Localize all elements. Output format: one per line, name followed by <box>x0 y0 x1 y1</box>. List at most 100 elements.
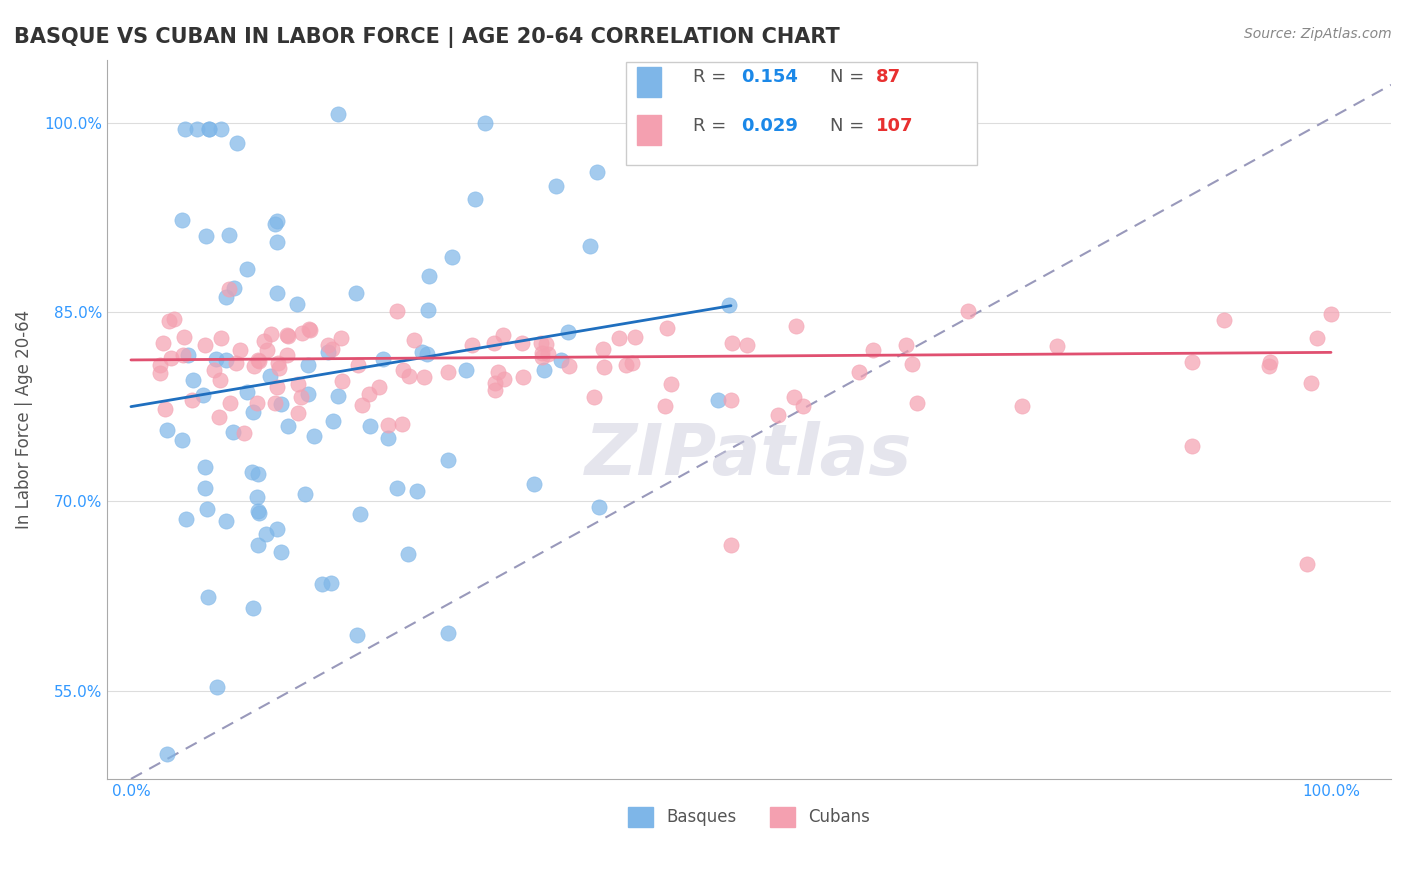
Point <box>204 351 226 366</box>
Point <box>172 348 194 362</box>
Point <box>848 365 870 379</box>
Text: 0.154: 0.154 <box>741 68 797 86</box>
Legend: Basques, Cubans: Basques, Cubans <box>620 798 879 835</box>
Text: BASQUE VS CUBAN IN LABOR FORCE | AGE 20-64 CORRELATION CHART: BASQUE VS CUBAN IN LABOR FORCE | AGE 20-… <box>14 27 839 48</box>
Point <box>1320 307 1343 321</box>
Point <box>267 356 290 370</box>
Text: ZIPatlas: ZIPatlas <box>585 421 912 490</box>
Point <box>579 239 602 253</box>
Point <box>329 331 352 345</box>
Point <box>350 398 373 412</box>
Point <box>266 285 288 300</box>
Point <box>156 747 179 761</box>
Point <box>311 576 333 591</box>
Point <box>270 545 292 559</box>
Point <box>290 390 312 404</box>
Point <box>148 359 170 373</box>
Point <box>441 250 464 264</box>
Point <box>225 355 247 369</box>
Point <box>291 326 314 340</box>
Point <box>461 338 484 352</box>
Point <box>718 298 741 312</box>
Point <box>392 363 415 377</box>
Point <box>322 414 344 428</box>
Point <box>209 331 232 345</box>
Point <box>1181 440 1204 454</box>
Point <box>391 417 413 431</box>
Point <box>215 290 238 304</box>
Point <box>533 363 555 377</box>
Point <box>1306 331 1329 345</box>
Text: R =: R = <box>693 117 733 135</box>
Point <box>655 321 678 335</box>
Point <box>359 418 381 433</box>
Point <box>163 312 186 326</box>
Point <box>385 481 408 495</box>
Point <box>243 359 266 373</box>
Point <box>654 399 676 413</box>
Point <box>416 303 439 318</box>
Point <box>593 359 616 374</box>
Point <box>411 345 433 359</box>
Point <box>174 122 197 136</box>
Point <box>218 282 240 296</box>
Point <box>707 393 730 408</box>
Point <box>287 376 309 391</box>
Point <box>416 347 439 361</box>
Point <box>176 348 198 362</box>
Point <box>607 331 630 345</box>
Point <box>326 389 349 403</box>
Point <box>246 395 269 409</box>
Point <box>247 353 270 368</box>
Point <box>544 179 567 194</box>
Point <box>512 369 534 384</box>
Point <box>530 345 553 359</box>
Point <box>267 360 290 375</box>
Point <box>276 348 298 362</box>
Point <box>347 358 370 372</box>
Point <box>1011 400 1033 414</box>
Point <box>294 486 316 500</box>
Point <box>157 314 180 328</box>
Point <box>209 373 232 387</box>
Point <box>720 538 742 552</box>
Point <box>186 122 208 136</box>
Point <box>253 334 276 348</box>
Point <box>344 285 367 300</box>
Text: Source: ZipAtlas.com: Source: ZipAtlas.com <box>1244 27 1392 41</box>
Text: 87: 87 <box>876 68 901 86</box>
Point <box>492 328 515 343</box>
Point <box>316 337 339 351</box>
Point <box>170 213 193 227</box>
Text: N =: N = <box>830 68 869 86</box>
Point <box>195 502 218 516</box>
Point <box>152 336 174 351</box>
Text: N =: N = <box>830 117 869 135</box>
Point <box>766 409 789 423</box>
Point <box>193 388 215 402</box>
Point <box>484 383 506 397</box>
Point <box>236 262 259 277</box>
Point <box>785 319 807 334</box>
Point <box>215 514 238 528</box>
Point <box>1046 338 1069 352</box>
Point <box>582 390 605 404</box>
Point <box>586 165 609 179</box>
Point <box>155 401 177 416</box>
Point <box>297 386 319 401</box>
Point <box>247 354 270 368</box>
Point <box>484 376 506 391</box>
Point <box>202 363 225 377</box>
Point <box>398 368 420 383</box>
Point <box>956 304 979 318</box>
Point <box>264 217 287 231</box>
Point <box>194 481 217 495</box>
Point <box>1299 376 1322 390</box>
Point <box>523 477 546 491</box>
Point <box>464 192 486 206</box>
Text: 107: 107 <box>876 117 914 135</box>
Point <box>172 433 194 447</box>
Point <box>1181 355 1204 369</box>
Point <box>219 395 242 409</box>
Point <box>247 467 270 481</box>
